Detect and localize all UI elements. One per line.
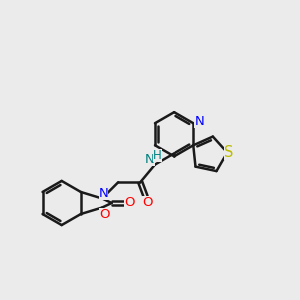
Text: O: O xyxy=(99,208,110,220)
Text: N: N xyxy=(99,187,108,200)
Text: O: O xyxy=(142,196,152,209)
Text: H: H xyxy=(153,149,162,162)
Text: N: N xyxy=(194,115,204,128)
Text: S: S xyxy=(224,145,233,160)
Text: O: O xyxy=(124,196,134,209)
Text: N: N xyxy=(145,153,154,166)
